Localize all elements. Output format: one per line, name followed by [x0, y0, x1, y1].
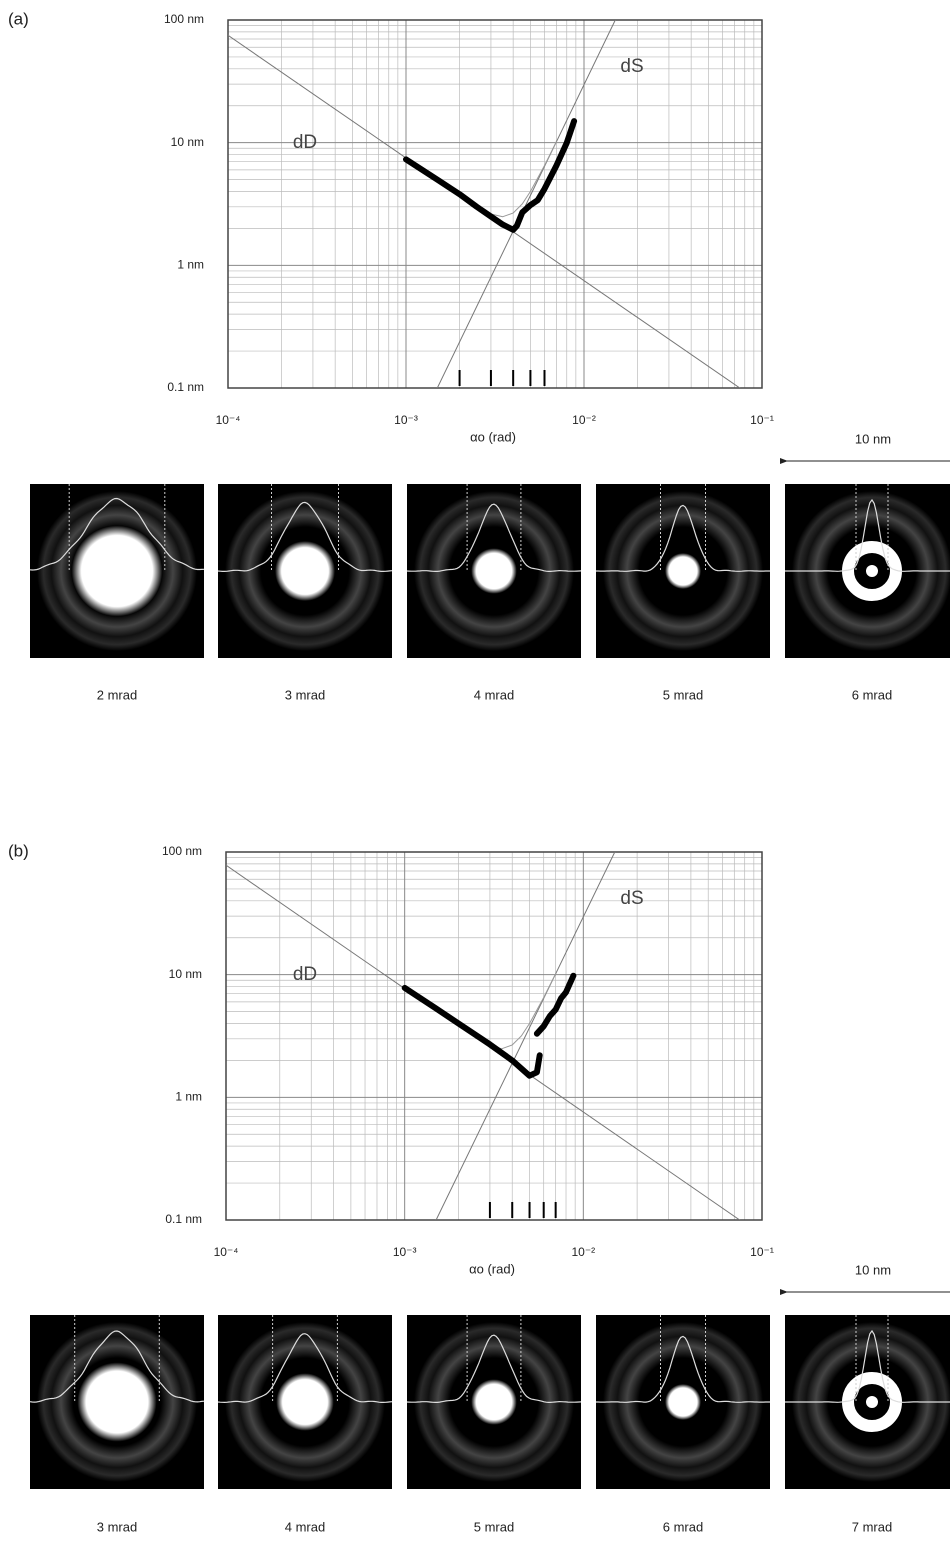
y-tick-label: 100 nm: [164, 12, 204, 26]
probe-label: 5 mrad: [474, 1519, 514, 1534]
probe-label: 4 mrad: [474, 687, 514, 702]
probe-spot: [275, 541, 335, 601]
probe-label: 7 mrad: [852, 1519, 892, 1534]
probe-label: 5 mrad: [663, 687, 703, 702]
probe-label: 6 mrad: [852, 687, 892, 702]
y-tick-label: 10 nm: [169, 967, 202, 981]
x-tick-label: 10⁻³: [394, 413, 418, 427]
x-tick-label: 10⁻⁴: [216, 413, 241, 427]
probe-label: 2 mrad: [97, 687, 137, 702]
x-tick-label: 10⁻¹: [750, 413, 774, 427]
probe-spot: [276, 1373, 334, 1431]
x-tick-label: 10⁻⁴: [214, 1245, 239, 1259]
scale-bar-label: 10 nm: [855, 431, 891, 446]
probe-spot: [71, 525, 162, 616]
series-line: [437, 20, 615, 388]
scale-bar-label: 10 nm: [855, 1262, 891, 1277]
x-axis-label: αo (rad): [470, 429, 516, 444]
probe-spot: [665, 553, 701, 589]
series-line: [406, 121, 574, 230]
series-annotation: dS: [620, 888, 643, 909]
series-annotation: dS: [620, 56, 643, 77]
y-tick-label: 10 nm: [171, 135, 204, 149]
series-line: [436, 852, 615, 1220]
probe-spot: [77, 1362, 156, 1441]
y-tick-label: 0.1 nm: [167, 380, 204, 394]
y-tick-label: 0.1 nm: [165, 1212, 202, 1226]
x-tick-label: 10⁻²: [572, 413, 596, 427]
series-annotation: dD: [293, 132, 317, 153]
x-tick-label: 10⁻²: [571, 1245, 595, 1259]
probe-label: 6 mrad: [663, 1519, 703, 1534]
figure: (a) 10⁻⁴ 10⁻³ 10⁻² 10⁻¹ 0.1 nm 1 nm 10 nm 100 nm…: [0, 0, 950, 1539]
y-tick-label: 1 nm: [175, 1090, 202, 1104]
x-tick-label: 10⁻¹: [750, 1245, 774, 1259]
probe-label: 4 mrad: [285, 1519, 325, 1534]
probe-label: 3 mrad: [97, 1519, 137, 1534]
y-tick-label: 100 nm: [162, 844, 202, 858]
panel-label: (a): [8, 9, 29, 28]
page: {"chart_data": [ {"type": "line", "panel…: [0, 0, 950, 1539]
y-tick-label: 1 nm: [177, 258, 204, 272]
plot-frame: [228, 20, 762, 388]
x-axis-label: αo (rad): [469, 1261, 515, 1276]
plot-frame: [226, 852, 762, 1220]
probe-spot: [665, 1384, 701, 1420]
x-tick-label: 10⁻³: [393, 1245, 417, 1259]
probe-core: [866, 1396, 878, 1408]
probe-spot: [471, 1379, 517, 1425]
probe-label: 3 mrad: [285, 687, 325, 702]
series-annotation: dD: [293, 964, 317, 985]
panel-label: (b): [8, 841, 29, 860]
probe-spot: [471, 548, 517, 594]
probe-core: [866, 565, 878, 577]
